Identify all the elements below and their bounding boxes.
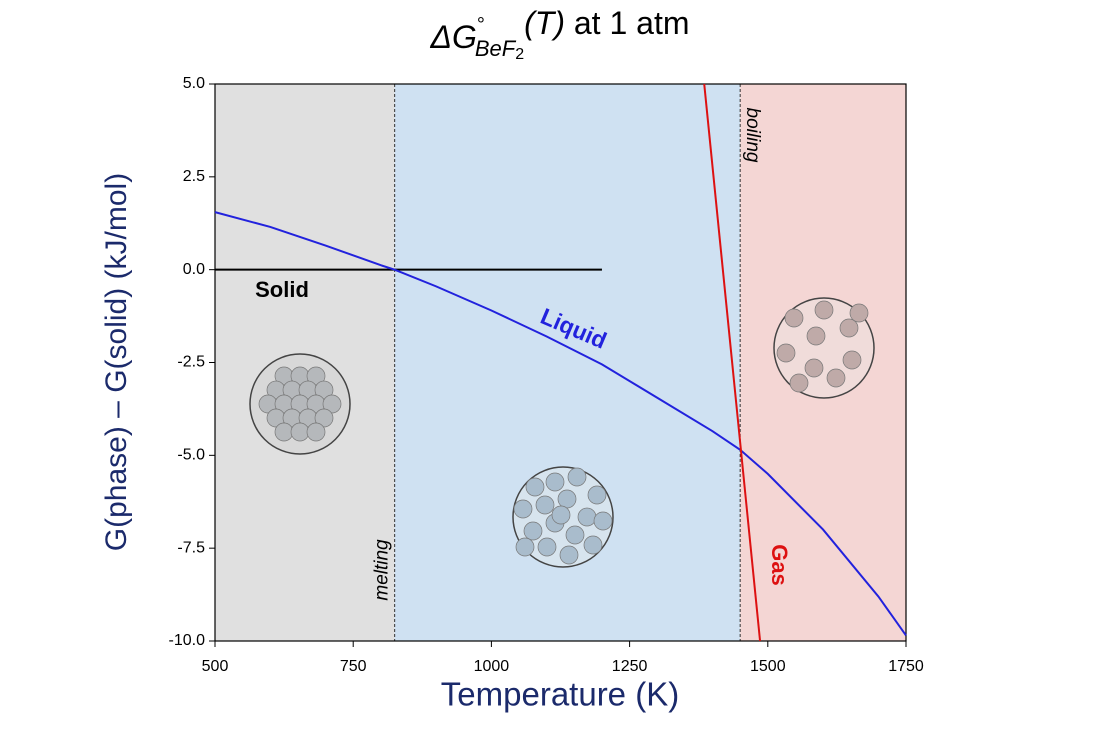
y-tick-label: 0.0 [183,261,205,278]
particle [826,368,846,388]
chart-title: ΔG° BeF2(T) at 1 atm [430,5,690,63]
title-part: at 1 atm [565,5,690,41]
x-axis-label: Temperature (K) [441,676,679,713]
particle [776,343,796,363]
particle [789,373,809,393]
x-tick-label: 500 [202,658,229,675]
title-part: ° [477,14,485,36]
particle [314,408,334,428]
x-tick-label: 750 [340,658,367,675]
particle [525,477,545,497]
title-part: (T) [524,5,565,41]
particle [523,521,543,541]
y-tick-label: -7.5 [177,539,205,556]
y-tick-label: -5.0 [177,447,205,464]
particle [290,422,310,442]
particle [513,499,533,519]
series-label: Solid [255,277,309,302]
y-axis-label: G(phase) – G(solid) (kJ/mol) [100,173,133,551]
particle [839,318,859,338]
title-part: BeF [475,36,517,61]
particle [806,326,826,346]
particle [565,525,585,545]
particle [593,511,613,531]
particle [551,505,571,525]
particle [842,350,862,370]
particle [814,300,834,320]
particle [559,545,579,565]
x-tick-label: 1250 [612,658,648,675]
transition-label: boiling [742,108,763,163]
transition-label: melting [372,539,393,601]
particle [515,537,535,557]
particle [583,535,603,555]
series-label: Gas [767,544,792,586]
particle [314,380,334,400]
y-tick-label: 5.0 [183,75,205,92]
x-tick-label: 1750 [888,658,924,675]
particle [587,485,607,505]
y-tick-label: 2.5 [183,168,205,185]
particle [557,489,577,509]
particle [274,422,294,442]
particle [849,303,869,323]
particle [784,308,804,328]
particle [545,472,565,492]
particle [804,358,824,378]
title-part: ΔG [430,19,477,55]
particle [306,366,326,386]
particle [535,495,555,515]
x-tick-label: 1000 [474,658,510,675]
title-part: 2 [515,46,524,63]
x-tick-label: 1500 [750,658,786,675]
particle [306,422,326,442]
particle [567,467,587,487]
y-tick-label: -2.5 [177,354,205,371]
particle [577,507,597,527]
series-line [703,83,762,642]
y-tick-label: -10.0 [169,632,206,649]
series-line [214,211,907,637]
particle [537,537,557,557]
particle [322,394,342,414]
